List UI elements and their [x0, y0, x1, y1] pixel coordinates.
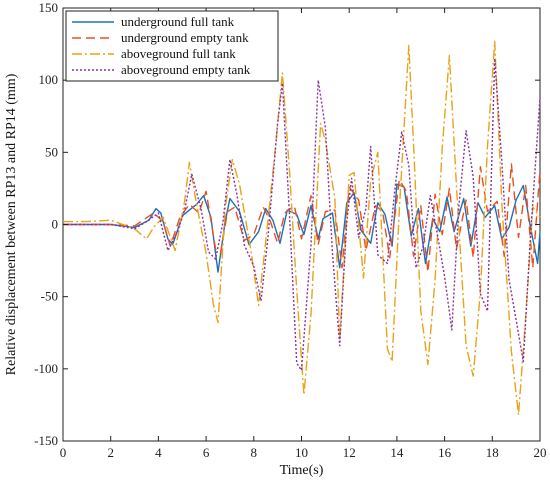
legend-label-0: underground full tank	[121, 14, 235, 29]
legend-label-2: aboveground full tank	[121, 46, 236, 61]
x-tick-label: 16	[438, 445, 452, 460]
x-tick-label: 14	[390, 445, 404, 460]
y-tick-label: 100	[39, 72, 59, 87]
y-tick-label: -50	[41, 289, 58, 304]
x-axis-label: Time(s)	[280, 463, 324, 478]
y-tick-label: 50	[45, 144, 58, 159]
x-tick-label: 4	[155, 445, 162, 460]
y-axis-label: Relative displacement between RP13 and R…	[4, 73, 19, 375]
x-tick-label: 2	[107, 445, 114, 460]
x-tick-label: 10	[295, 445, 308, 460]
legend-label-3: aboveground empty tank	[121, 62, 251, 77]
x-tick-label: 8	[251, 445, 258, 460]
y-tick-label: 0	[52, 217, 59, 232]
x-tick-label: 6	[203, 445, 210, 460]
x-tick-label: 0	[60, 445, 67, 460]
y-tick-label: -100	[34, 361, 58, 376]
series-layer	[63, 40, 541, 416]
x-tick-label: 12	[343, 445, 356, 460]
x-tick-label: 18	[486, 445, 499, 460]
x-tick-label: 20	[534, 445, 547, 460]
legend-label-1: underground empty tank	[121, 30, 249, 45]
tick-layer: 0 2 4 6 8 10 12 14 16 18 20 -150 -100 -50 0 50 100 150	[34, 0, 546, 460]
y-tick-label: 150	[39, 0, 59, 15]
y-tick-label: -150	[34, 433, 58, 448]
